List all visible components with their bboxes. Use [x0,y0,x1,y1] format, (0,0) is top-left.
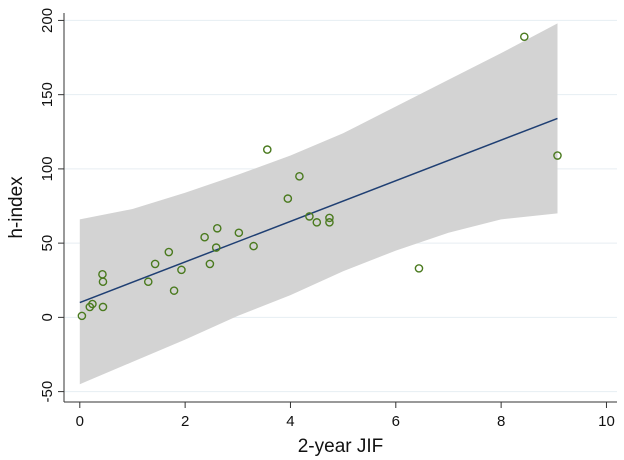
x-tick-label: 0 [76,413,84,430]
data-points [77,32,562,321]
data-point [211,243,221,252]
y-tick-label: 100 [39,156,56,181]
x-axis-title: 2-year JIF [298,436,384,457]
data-point [325,213,334,223]
data-point [164,247,174,257]
fit-line [79,117,558,304]
data-point [234,228,244,238]
data-point [414,264,424,273]
data-point [520,32,529,42]
data-point [249,241,258,251]
data-point [295,172,304,181]
y-axis-title: h-index [6,176,27,239]
y-tick-label: -50 [39,381,56,403]
x-tick-label: 4 [286,413,294,430]
data-point [283,194,293,203]
data-point [305,212,314,221]
x-tick-label: 2 [181,413,189,430]
confidence-band-area [79,23,558,385]
data-point [262,145,272,154]
data-point [312,218,322,227]
data-point [77,311,87,321]
data-point [553,151,562,160]
confidence-band [79,23,558,385]
data-point [200,232,209,242]
data-point [88,299,97,309]
data-point [143,277,153,287]
x-tick-label: 8 [497,413,505,430]
data-point [98,302,108,312]
x-tick-label: 6 [392,413,400,430]
data-point [169,286,179,295]
y-tick-label: 200 [39,8,56,33]
data-point [325,218,334,227]
y-tick-label: 0 [39,313,56,321]
fit-line-group [79,117,558,304]
data-point [212,223,222,233]
x-tick-label: 10 [598,413,615,430]
data-point [150,259,160,269]
data-point [98,277,108,287]
y-tick-label: 50 [39,235,56,252]
data-point [205,259,215,269]
y-tick-label: 150 [39,82,56,107]
axes: 0 2 4 6 8 10 -50 0 50 100 150 200 [39,8,617,430]
data-point [177,265,186,275]
